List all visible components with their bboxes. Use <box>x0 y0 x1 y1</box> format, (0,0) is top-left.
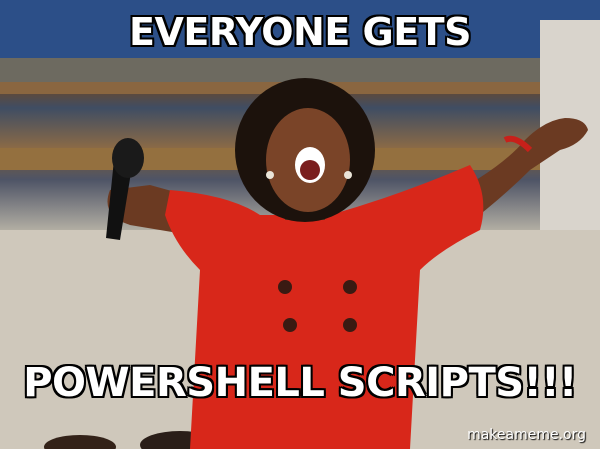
dress-button <box>283 318 297 332</box>
microphone-head <box>112 138 144 178</box>
backdrop-shelf <box>0 58 600 82</box>
dress-button <box>343 318 357 332</box>
mouth-inner <box>300 160 320 180</box>
backdrop-screen <box>0 0 600 58</box>
bracelet <box>503 135 533 153</box>
dress-button <box>278 280 292 294</box>
dress-button <box>343 280 357 294</box>
earring <box>266 171 274 179</box>
bottom-caption: POWERSHELL SCRIPTS!!! <box>23 360 577 406</box>
watermark: makeameme.org <box>467 427 586 443</box>
earring <box>344 171 352 179</box>
audience-head <box>44 435 116 449</box>
red-dress <box>165 165 484 449</box>
top-caption: EVERYONE GETS <box>129 10 471 54</box>
